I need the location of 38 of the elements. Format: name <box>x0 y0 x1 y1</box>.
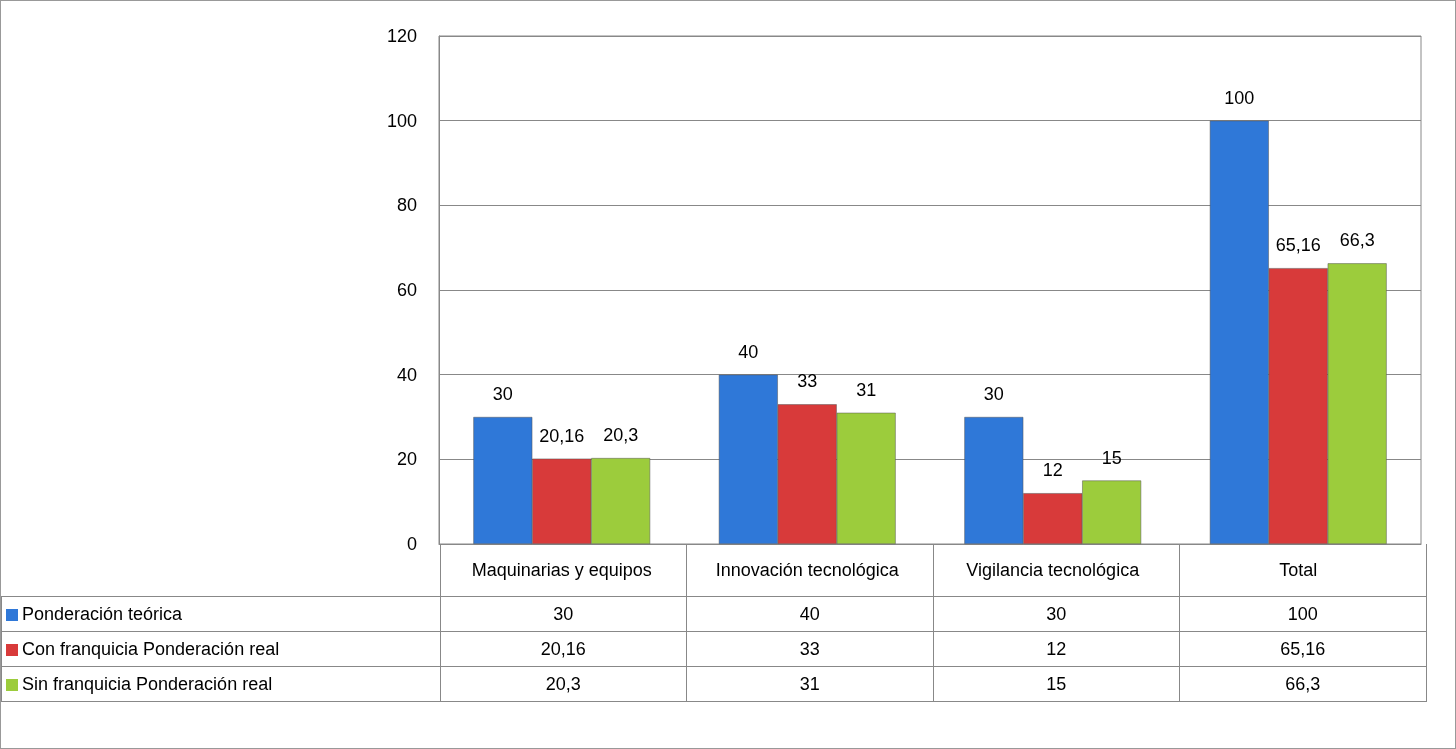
text: 66,3 <box>1339 230 1375 251</box>
x-tick-label: Total <box>1279 560 1318 580</box>
y-tick-label: 40 <box>396 364 417 385</box>
legend-label: Con franquicia Ponderación real <box>22 638 280 659</box>
x-tick-label: Innovación tecnológica <box>715 560 900 580</box>
data-label: 33 <box>686 631 933 667</box>
y-tick-label: 80 <box>396 195 417 216</box>
text: 12 <box>1042 460 1063 481</box>
text: 30 <box>492 384 513 404</box>
data-label: 40 <box>686 596 933 632</box>
data-label: 20,3 <box>440 666 687 702</box>
y-tick-label: 20 <box>396 449 417 470</box>
text: 20,3 <box>603 425 639 446</box>
data-label: 20,16 <box>440 631 687 667</box>
data-label: 30 <box>440 596 687 632</box>
data-label: 12 <box>933 631 1180 667</box>
x-tick-label: Vigilancia tecnológica <box>966 560 1141 580</box>
text: 30 <box>983 384 1004 404</box>
text: 100 <box>1224 87 1255 108</box>
data-label: 15 <box>933 666 1180 702</box>
text: 20,16 <box>539 425 585 446</box>
y-tick-label: 60 <box>396 280 417 300</box>
text: 65,16 <box>1275 235 1321 256</box>
data-label: 65,16 <box>1179 631 1426 667</box>
text: 31 <box>856 379 877 400</box>
data-label: 100 <box>1179 596 1426 632</box>
y-tick-label: 120 <box>386 26 417 46</box>
data-label: 30 <box>933 596 1180 632</box>
text: 33 <box>797 371 818 392</box>
legend-label: Sin franquicia Ponderación real <box>22 673 273 694</box>
text: 15 <box>1101 447 1122 468</box>
legend-label: Ponderación teórica <box>22 603 183 624</box>
y-tick-label: 0 <box>406 534 417 554</box>
y-tick-label: 100 <box>386 110 417 131</box>
data-label: 31 <box>686 666 933 702</box>
x-tick-label: Maquinarias y equipos <box>471 560 652 580</box>
text: 40 <box>738 341 759 362</box>
data-label: 66,3 <box>1179 666 1426 702</box>
